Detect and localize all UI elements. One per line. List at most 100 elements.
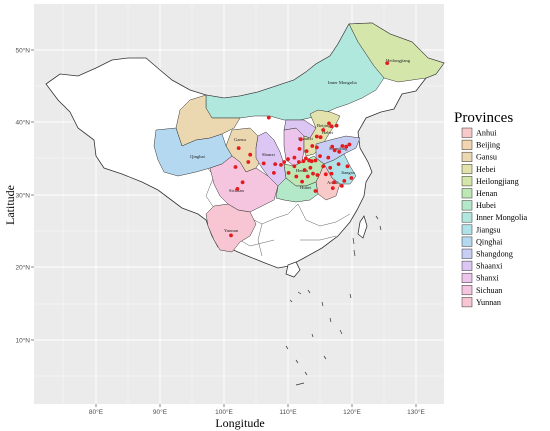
legend-label: Shanxi bbox=[476, 274, 499, 283]
sample-point bbox=[294, 174, 299, 179]
sample-point bbox=[327, 121, 331, 126]
sample-point bbox=[336, 162, 341, 167]
province-label: Qinghai bbox=[190, 154, 206, 159]
sample-point bbox=[330, 144, 335, 149]
y-tick-labels: 50°N 40°N 30°N 20°N 10°N bbox=[15, 47, 30, 345]
sample-point bbox=[321, 128, 326, 132]
sample-point bbox=[282, 160, 287, 164]
sample-point bbox=[279, 163, 283, 167]
sample-point bbox=[329, 171, 334, 176]
sample-point bbox=[332, 148, 337, 153]
legend-label: Hubei bbox=[476, 201, 497, 210]
sample-point bbox=[318, 135, 323, 140]
hainan-island bbox=[285, 261, 301, 278]
y-tick-label: 50°N bbox=[15, 47, 30, 55]
legend-swatch bbox=[461, 248, 473, 259]
legend-label: Anhui bbox=[476, 129, 497, 138]
sample-point bbox=[286, 157, 290, 162]
legend-swatch bbox=[461, 285, 473, 296]
province-label: Hebei bbox=[322, 130, 334, 135]
sample-point bbox=[328, 165, 333, 170]
legend-swatch bbox=[461, 127, 473, 138]
province-label: Inner Mongolia bbox=[328, 80, 357, 85]
sample-point bbox=[340, 144, 345, 148]
x-tick-label: 90°E bbox=[153, 408, 168, 416]
sample-point bbox=[314, 145, 319, 150]
sample-point bbox=[301, 159, 306, 164]
sample-point bbox=[314, 134, 319, 139]
sample-point bbox=[310, 144, 315, 148]
province-label: Shandong bbox=[329, 146, 348, 151]
x-tick-label: 110°E bbox=[279, 408, 297, 416]
sample-point bbox=[315, 173, 320, 177]
sample-point bbox=[337, 149, 342, 154]
sample-point bbox=[313, 158, 318, 163]
legend-swatch bbox=[461, 212, 473, 223]
legend-swatch bbox=[461, 139, 473, 150]
province-label: Shaanxi bbox=[298, 136, 314, 141]
x-tick-labels: 80°E 90°E 100°E 110°E 120°E 130°E bbox=[89, 408, 426, 416]
legend-label: Gansu bbox=[476, 153, 497, 162]
legend-label: Hebei bbox=[476, 165, 496, 174]
legend-title: Provinces bbox=[454, 110, 513, 126]
sample-point bbox=[345, 164, 350, 169]
sample-point bbox=[236, 146, 241, 151]
y-tick-label: 30°N bbox=[15, 192, 30, 200]
sample-point bbox=[313, 189, 318, 193]
sample-point bbox=[330, 186, 335, 191]
sample-point bbox=[240, 180, 245, 185]
legend-label: Shangdong bbox=[476, 250, 513, 259]
province-label: Yunnan bbox=[224, 228, 239, 233]
legend-label: Shaanxi bbox=[476, 262, 503, 271]
legend-label: Heilongjiang bbox=[476, 177, 519, 186]
legend-swatch bbox=[461, 151, 473, 162]
legend-swatch bbox=[461, 188, 473, 199]
sample-point bbox=[292, 155, 297, 160]
sample-point bbox=[286, 171, 291, 175]
legend-label: Sichuan bbox=[476, 286, 502, 295]
province-yunnan bbox=[205, 203, 257, 253]
sample-point bbox=[273, 162, 278, 167]
sample-point bbox=[300, 179, 304, 184]
sample-point bbox=[347, 142, 352, 147]
sample-point bbox=[321, 164, 326, 169]
legend-label: Yunnan bbox=[476, 298, 501, 307]
legend: Provinces Anhui Beijing Gansu Hebei Heilongj… bbox=[454, 110, 528, 308]
axis-ticks bbox=[31, 49, 417, 407]
legend-swatch bbox=[461, 272, 473, 283]
sample-point bbox=[342, 179, 347, 183]
sample-point bbox=[233, 165, 238, 169]
sample-point bbox=[248, 152, 253, 157]
y-tick-label: 40°N bbox=[15, 119, 30, 127]
sample-point bbox=[339, 184, 344, 188]
sample-point bbox=[297, 147, 302, 151]
sample-point bbox=[311, 171, 315, 176]
south-sea-islands bbox=[285, 215, 382, 386]
x-tick-label: 130°E bbox=[407, 408, 425, 416]
y-axis-title: Latitude bbox=[3, 185, 17, 225]
legend-swatch bbox=[461, 260, 473, 271]
province-label: Shanxi bbox=[262, 152, 275, 157]
sample-point bbox=[329, 124, 334, 129]
y-tick-label: 10°N bbox=[15, 337, 30, 345]
legend-swatch bbox=[461, 224, 473, 235]
sample-points bbox=[229, 61, 390, 238]
sample-point bbox=[302, 168, 307, 172]
sample-point bbox=[246, 160, 251, 164]
legend-swatch bbox=[461, 176, 473, 187]
sample-point bbox=[308, 165, 313, 170]
legend-swatch bbox=[461, 164, 473, 175]
sample-point bbox=[344, 144, 349, 149]
x-axis-title: Longitude bbox=[215, 416, 264, 430]
sample-point bbox=[229, 233, 233, 238]
province-label: Henan bbox=[296, 168, 309, 173]
x-tick-label: 80°E bbox=[89, 408, 104, 416]
province-hubei bbox=[275, 177, 319, 203]
legend-label: Henan bbox=[476, 189, 497, 198]
sample-point bbox=[272, 171, 276, 175]
legend-swatch bbox=[461, 200, 473, 211]
sample-point bbox=[385, 61, 390, 65]
province-layer bbox=[153, 22, 445, 253]
province-label: Hubei bbox=[300, 185, 312, 190]
